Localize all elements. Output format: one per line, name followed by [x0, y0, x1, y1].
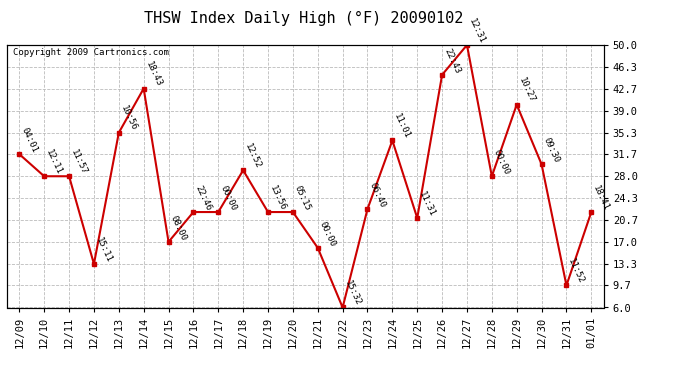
- Text: 11:57: 11:57: [69, 148, 88, 176]
- Text: 00:00: 00:00: [492, 148, 511, 176]
- Text: 10:27: 10:27: [517, 76, 536, 105]
- Text: 11:01: 11:01: [393, 112, 412, 141]
- Text: THSW Index Daily High (°F) 20090102: THSW Index Daily High (°F) 20090102: [144, 11, 463, 26]
- Text: 05:15: 05:15: [293, 184, 313, 212]
- Text: Copyright 2009 Cartronics.com: Copyright 2009 Cartronics.com: [13, 48, 169, 57]
- Text: 15:11: 15:11: [94, 236, 113, 264]
- Text: 18:43: 18:43: [144, 60, 164, 88]
- Text: 12:52: 12:52: [243, 142, 263, 170]
- Text: 08:00: 08:00: [168, 214, 188, 242]
- Text: 13:56: 13:56: [268, 184, 288, 212]
- Text: 12:11: 12:11: [44, 148, 63, 176]
- Text: 11:31: 11:31: [417, 190, 437, 218]
- Text: 00:00: 00:00: [218, 184, 238, 212]
- Text: 04:01: 04:01: [19, 126, 39, 154]
- Text: 00:00: 00:00: [318, 220, 337, 248]
- Text: 09:30: 09:30: [542, 136, 561, 164]
- Text: 06:40: 06:40: [368, 181, 387, 209]
- Text: 11:52: 11:52: [566, 257, 586, 285]
- Text: 22:43: 22:43: [442, 46, 462, 75]
- Text: 12:31: 12:31: [467, 17, 486, 45]
- Text: 10:56: 10:56: [119, 105, 138, 133]
- Text: 22:46: 22:46: [193, 184, 213, 212]
- Text: 18:41: 18:41: [591, 184, 611, 212]
- Text: 15:32: 15:32: [343, 279, 362, 308]
